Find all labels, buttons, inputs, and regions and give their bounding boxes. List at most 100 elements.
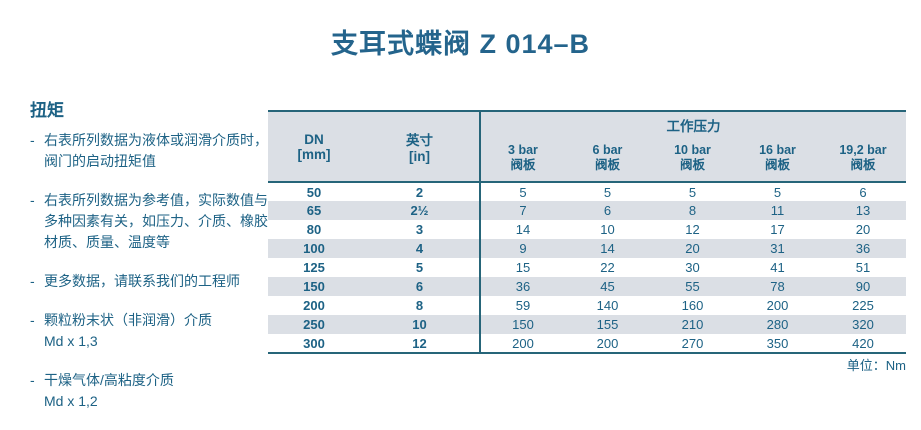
torque-cell: 78 [735, 277, 820, 296]
torque-cell: 45 [565, 277, 650, 296]
disc-label: 阀板 [764, 158, 790, 172]
torque-cell: 20 [855, 222, 871, 237]
note-text: 右表所列数据为液体或润滑介质时，阀门的启动扭矩值 [44, 132, 268, 169]
torque-cell: 15 [479, 258, 565, 277]
torque-cell: 200 [479, 334, 565, 353]
torque-cell: 200 [596, 335, 619, 351]
note-subtext: Md x 1,2 [44, 393, 98, 409]
note-text-wrap: 右表所列数据为液体或润滑介质时，阀门的启动扭矩值 [44, 130, 270, 172]
note-text: 右表所列数据为参考值，实际数值与多种因素有关，如压力、介质、橡胶材质、质量、温度… [44, 192, 268, 250]
dn-label: DN [304, 131, 324, 147]
note-item: - 更多数据，请联系我们的工程师 [30, 271, 270, 292]
note-text: 干燥气体/高粘度介质 [44, 372, 174, 388]
torque-cell: 6 [859, 184, 867, 200]
dn-cell: 80 [306, 222, 322, 237]
disc-label: 阀板 [850, 158, 876, 172]
inch-unit: [in] [409, 149, 430, 164]
dn-cell: 200 [303, 298, 325, 313]
bar-label: 10 bar [674, 143, 711, 157]
inch-cell: 10 [360, 315, 480, 334]
torque-cell: 225 [852, 298, 874, 313]
col-header-inch: 英寸 [in] [360, 111, 480, 182]
col-header-dn: DN [mm] [268, 111, 360, 182]
table-row: 80 3 14 10 12 17 20 [268, 220, 906, 239]
torque-cell: 280 [735, 315, 820, 334]
torque-cell: 200 [766, 298, 789, 313]
disc-label: 阀板 [510, 158, 536, 172]
torque-cell: 90 [820, 277, 906, 296]
dn-cell: 150 [268, 277, 360, 296]
table-row: 100 4 9 14 20 31 36 [268, 239, 906, 258]
torque-cell: 350 [766, 335, 789, 351]
dn-cell: 50 [306, 184, 322, 200]
inch-label: 英寸 [406, 133, 433, 148]
torque-cell: 10 [600, 222, 615, 237]
page-title: 支耳式蝶阀 Z 014–B [330, 29, 591, 59]
table-row: 50 2 5 5 5 5 6 [268, 182, 906, 201]
torque-cell: 14 [565, 239, 650, 258]
torque-cell: 31 [735, 239, 820, 258]
col-header-10bar: 10 bar 阀板 [650, 138, 735, 182]
working-pressure-header: 工作压力 [479, 111, 906, 138]
table-row: 150 6 36 45 55 78 90 [268, 277, 906, 296]
note-item: - 右表所列数据为参考值，实际数值与多种因素有关，如压力、介质、橡胶材质、质量、… [30, 190, 270, 253]
torque-data-table: DN [mm] 英寸 [in] 工作压力 3 bar 阀板 6 bar 阀板 1… [268, 110, 906, 354]
torque-cell: 30 [685, 260, 700, 275]
bullet-dash: - [30, 312, 35, 328]
bar-label: 19,2 bar [839, 143, 887, 157]
torque-cell: 420 [852, 335, 874, 351]
torque-cell: 20 [650, 239, 735, 258]
inch-cell: 2 [415, 184, 424, 200]
bar-label: 6 bar [592, 143, 623, 157]
note-item: - 右表所列数据为液体或润滑介质时，阀门的启动扭矩值 [30, 130, 270, 172]
torque-notes-panel: 扭矩 - 右表所列数据为液体或润滑介质时，阀门的启动扭矩值 - 右表所列数据为参… [30, 96, 270, 430]
inch-cell: 6 [360, 277, 480, 296]
torque-cell: 8 [650, 201, 735, 220]
torque-cell: 17 [770, 222, 785, 237]
torque-cell: 270 [681, 335, 704, 351]
table-row: 250 10 150 155 210 280 320 [268, 315, 906, 334]
bar-label: 16 bar [759, 143, 796, 157]
dn-cell: 100 [268, 239, 360, 258]
unit-note: 单位：Nm [846, 358, 906, 373]
torque-cell: 210 [650, 315, 735, 334]
torque-cell: 6 [565, 201, 650, 220]
sidebar-heading: 扭矩 [30, 101, 64, 120]
col-header-6bar: 6 bar 阀板 [565, 138, 650, 182]
torque-cell: 150 [479, 315, 565, 334]
torque-cell: 5 [773, 184, 782, 200]
torque-cell: 14 [479, 220, 565, 239]
torque-cell: 5 [479, 182, 565, 201]
torque-cell: 155 [565, 315, 650, 334]
col-header-19-2bar: 19,2 bar 阀板 [820, 138, 906, 182]
torque-cell: 140 [596, 298, 619, 313]
torque-cell: 12 [685, 222, 700, 237]
note-subtext: Md x 1,3 [44, 333, 98, 349]
note-text-wrap: 干燥气体/高粘度介质 Md x 1,2 [44, 370, 270, 412]
torque-cell: 13 [820, 201, 906, 220]
inch-cell: 8 [415, 298, 424, 313]
torque-cell: 9 [479, 239, 565, 258]
torque-cell: 5 [688, 184, 697, 200]
note-item: - 颗粒粉末状（非润滑）介质 Md x 1,3 [30, 310, 270, 352]
note-text: 颗粒粉末状（非润滑）介质 [44, 312, 212, 328]
table-row: 65 2½ 7 6 8 11 13 [268, 201, 906, 220]
bullet-dash: - [30, 372, 35, 388]
torque-cell: 11 [735, 201, 820, 220]
dn-cell: 300 [303, 335, 325, 351]
bar-label: 3 bar [508, 143, 538, 157]
note-text-wrap: 颗粒粉末状（非润滑）介质 Md x 1,3 [44, 310, 270, 352]
disc-label: 阀板 [594, 158, 620, 172]
dn-cell: 125 [303, 260, 325, 275]
torque-cell: 160 [681, 298, 704, 313]
torque-cell: 36 [820, 239, 906, 258]
torque-cell: 5 [603, 184, 612, 200]
header-row-bars: 3 bar 阀板 6 bar 阀板 10 bar 阀板 16 bar 阀板 19… [268, 138, 906, 182]
table-row: 200 8 59 140 160 200 225 [268, 296, 906, 315]
note-text: 更多数据，请联系我们的工程师 [44, 273, 240, 289]
header-row-pressure: DN [mm] 英寸 [in] 工作压力 [268, 111, 906, 182]
torque-cell: 41 [770, 260, 785, 275]
table-row: 125 5 15 22 30 41 51 [268, 258, 906, 277]
torque-cell: 320 [820, 315, 906, 334]
inch-cell: 4 [360, 239, 480, 258]
